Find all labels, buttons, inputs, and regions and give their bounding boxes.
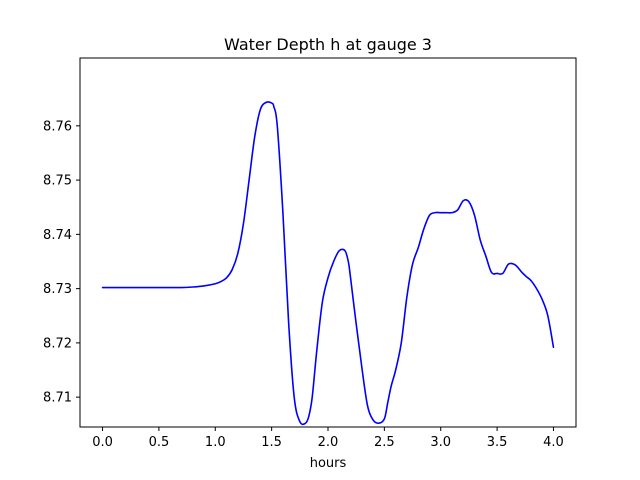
x-tick-label: 2.0 bbox=[318, 435, 339, 450]
y-axis: 8.71 8.72 8.73 8.74 8.75 8.76 bbox=[43, 119, 80, 406]
plot-frame bbox=[79, 57, 577, 428]
plot-area bbox=[101, 101, 555, 426]
x-tick-label: 4.0 bbox=[543, 435, 564, 450]
x-tick-label: 0.5 bbox=[149, 435, 170, 450]
x-axis-label: hours bbox=[310, 456, 347, 471]
series-line bbox=[101, 101, 555, 426]
x-tick-label: 3.0 bbox=[430, 435, 451, 450]
y-tick-label: 8.74 bbox=[43, 228, 72, 243]
x-tick-label: 3.5 bbox=[487, 435, 508, 450]
x-axis: 0.0 0.5 1.0 1.5 2.0 2.5 3.0 3.5 4.0 bbox=[92, 427, 564, 450]
x-tick-label: 0.0 bbox=[92, 435, 113, 450]
y-tick-label: 8.75 bbox=[43, 174, 72, 189]
x-tick-label: 2.5 bbox=[374, 435, 395, 450]
y-tick-label: 8.72 bbox=[43, 336, 72, 351]
y-tick-label: 8.73 bbox=[43, 282, 72, 297]
x-tick-label: 1.5 bbox=[261, 435, 282, 450]
x-tick-label: 1.0 bbox=[205, 435, 226, 450]
chart-title: Water Depth h at gauge 3 bbox=[224, 35, 432, 54]
y-tick-label: 8.71 bbox=[43, 391, 72, 406]
y-tick-label: 8.76 bbox=[43, 119, 72, 134]
